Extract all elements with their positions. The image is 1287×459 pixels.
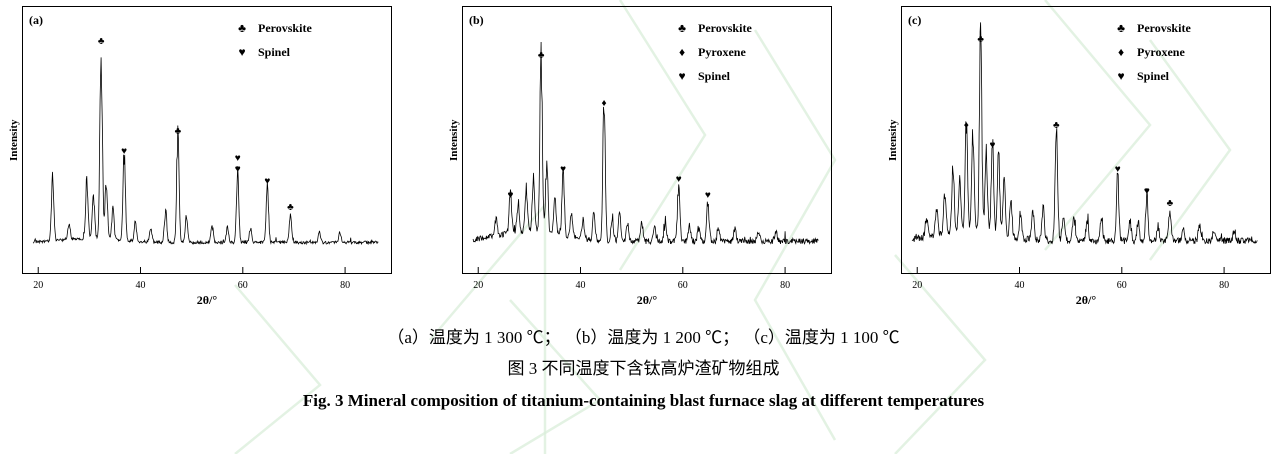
legend-label-spinel: Spinel <box>258 45 291 59</box>
peak-marker: ♣ <box>1053 120 1060 131</box>
legend-label-spinel: Spinel <box>1137 69 1170 83</box>
figure-caption-cn: 图 3 不同温度下含钛高炉渣矿物组成 <box>507 359 780 379</box>
peak-marker: ♥ <box>507 190 513 201</box>
x-tick-label: 20 <box>33 280 43 291</box>
xrd-plot-c: (c) 20 40 60 80 2θ/° ♦ ♣ ♥ ♣ ♥ ♥ ♣ ♣ Perovskite ♦ Pyroxe… <box>901 6 1271 307</box>
x-tick-label: 80 <box>1219 280 1229 291</box>
legend-symbol-spinel-icon: ♥ <box>1117 69 1124 83</box>
xrd-panel-a: Intensity (a) 20 40 60 80 2θ/° ♣ ♥ ♣ ♥ ♥ ♥ ♣ ♣ Perovsk… <box>8 6 392 308</box>
peak-marker: ♥ <box>235 164 241 175</box>
peak-marker: ♥ <box>121 146 127 157</box>
legend-symbol-spinel-icon: ♥ <box>678 69 685 83</box>
x-tick-label: 60 <box>677 280 687 291</box>
legend-label-perovskite: Perovskite <box>1137 21 1191 35</box>
panel-label: (b) <box>469 13 484 27</box>
x-tick-label: 80 <box>340 280 350 291</box>
subcaption-temperatures: （a）温度为 1 300 ℃； （b）温度为 1 200 ℃； （c）温度为 1… <box>387 328 900 347</box>
peak-marker: ♥ <box>675 174 681 185</box>
x-tick-label: 80 <box>780 280 790 291</box>
peak-marker: ♣ <box>977 34 984 45</box>
y-axis-label-b: Intensity <box>447 119 460 161</box>
peak-marker: ♥ <box>1144 186 1150 197</box>
x-tick-label: 20 <box>473 280 483 291</box>
x-tick-label: 20 <box>912 280 922 291</box>
xrd-plot-b: (b) 20 40 60 80 2θ/° ♥ ♣ ♥ ♦ ♥ ♥ ♣ Perovskite ♦ Pyroxen… <box>461 6 832 307</box>
peak-marker: ♦ <box>601 98 606 109</box>
peak-marker: ♣ <box>175 126 182 137</box>
y-axis-label-a: Intensity <box>8 119 20 161</box>
peak-marker: ♥ <box>235 153 241 164</box>
xrd-panel-c: Intensity (c) 20 40 60 80 2θ/° ♦ ♣ ♥ ♣ ♥ ♥ ♣ ♣ Perovsk… <box>887 6 1271 308</box>
peak-marker: ♣ <box>98 36 105 47</box>
peak-marker: ♥ <box>704 190 710 201</box>
plot-frame <box>22 6 392 274</box>
figure-captions: （a）温度为 1 300 ℃； （b）温度为 1 200 ℃； （c）温度为 1… <box>0 322 1287 416</box>
x-tick-label: 60 <box>1117 280 1127 291</box>
peak-marker: ♥ <box>1115 164 1121 175</box>
legend-label-perovskite: Perovskite <box>698 21 752 35</box>
peak-marker: ♣ <box>1167 198 1174 209</box>
legend-label-pyroxene: Pyroxene <box>1137 45 1185 59</box>
figure-caption-en: Fig. 3 Mineral composition of titanium-c… <box>302 390 985 410</box>
peak-marker: ♥ <box>560 164 566 175</box>
legend-label-pyroxene: Pyroxene <box>698 45 746 59</box>
xrd-trace <box>472 41 819 246</box>
legend-symbol-pyroxene-icon: ♦ <box>1118 45 1124 59</box>
x-tick-label: 60 <box>238 280 248 291</box>
legend-label-spinel: Spinel <box>698 69 731 83</box>
xrd-trace <box>911 22 1258 245</box>
peak-marker: ♥ <box>264 176 270 187</box>
peak-marker: ♣ <box>537 50 544 61</box>
peak-marker: ♥ <box>989 140 995 151</box>
peak-marker: ♦ <box>964 120 969 131</box>
legend-symbol-perovskite-icon: ♣ <box>678 21 686 35</box>
xrd-panel-b: Intensity (b) 20 40 60 80 2θ/° ♥ ♣ ♥ ♦ ♥ ♥ ♣ Perovski… <box>448 6 832 308</box>
legend-symbol-perovskite-icon: ♣ <box>238 21 246 35</box>
figure-3: Intensity (a) 20 40 60 80 2θ/° ♣ ♥ ♣ ♥ ♥ ♥ ♣ ♣ Perovsk… <box>0 6 1287 416</box>
xrd-trace <box>32 57 379 246</box>
x-tick-label: 40 <box>1015 280 1025 291</box>
x-axis-label: 2θ/° <box>636 293 657 307</box>
xrd-panels-row: Intensity (a) 20 40 60 80 2θ/° ♣ ♥ ♣ ♥ ♥ ♥ ♣ ♣ Perovsk… <box>8 6 1271 308</box>
y-axis-label-c: Intensity <box>887 119 899 161</box>
x-tick-label: 40 <box>136 280 146 291</box>
x-tick-label: 40 <box>575 280 585 291</box>
legend-symbol-perovskite-icon: ♣ <box>1117 21 1125 35</box>
legend-symbol-pyroxene-icon: ♦ <box>678 45 684 59</box>
panel-label: (c) <box>908 13 921 27</box>
legend-symbol-spinel-icon: ♥ <box>238 45 245 59</box>
legend-label-perovskite: Perovskite <box>258 21 312 35</box>
x-axis-label: 2θ/° <box>197 293 218 307</box>
x-axis-label: 2θ/° <box>1076 293 1097 307</box>
panel-label: (a) <box>29 13 43 27</box>
peak-marker: ♣ <box>287 202 294 213</box>
